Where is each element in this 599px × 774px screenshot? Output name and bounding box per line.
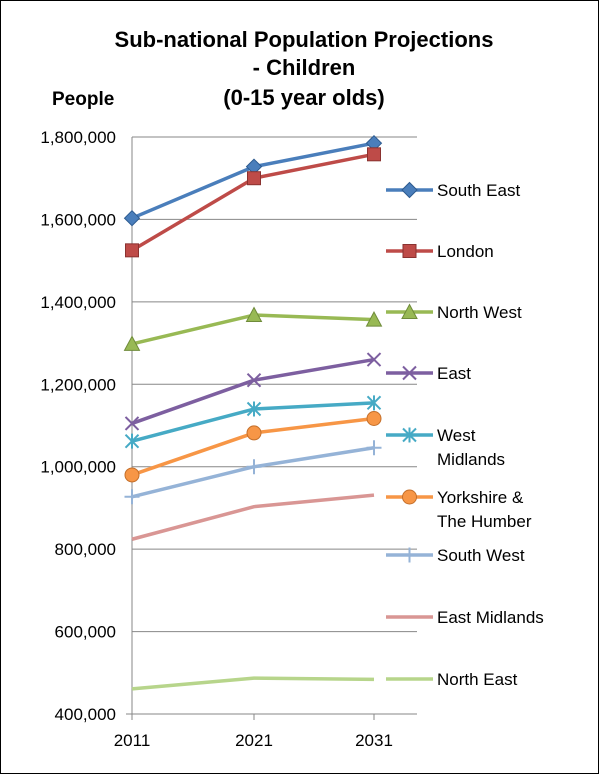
- series-line-north-east: [131, 676, 375, 691]
- y-tick-label: 800,000: [55, 540, 116, 559]
- legend-label-east-midlands: East Midlands: [437, 608, 544, 627]
- y-axis-title: People: [52, 89, 114, 110]
- y-tick-label: 1,800,000: [40, 128, 116, 147]
- legend-label-yorkshire-the-humber: Yorkshire &: [437, 488, 524, 507]
- data-point-west-midlands: [124, 433, 140, 449]
- data-point-yorkshire-the-humber: [246, 425, 262, 441]
- legend-label-north-west: North West: [437, 303, 522, 322]
- legend-marker-london: [402, 244, 417, 258]
- chart-title-line-1: Sub-national Population Projections: [115, 27, 494, 52]
- x-tick-label: 2031: [355, 731, 393, 750]
- legend-marker-south-east: [401, 181, 418, 199]
- data-point-south-west: [124, 489, 140, 505]
- x-tick-label: 2021: [235, 731, 273, 750]
- series-line-east-midlands: [131, 493, 375, 541]
- legend-label-south-east: South East: [437, 181, 520, 200]
- legend-marker-east: [402, 365, 417, 381]
- y-tick-label: 1,600,000: [40, 210, 116, 229]
- data-point-london: [125, 243, 139, 258]
- y-tick-label: 600,000: [55, 623, 116, 642]
- legend-marker-south-west: [402, 547, 417, 563]
- data-point-south-west: [246, 459, 262, 475]
- legend-label-west-midlands: Midlands: [437, 450, 505, 469]
- chart-title-line-2: - Children: [253, 55, 356, 80]
- plot-area: 400,000 600,000 800,000 1,000,000 1,200,000 1…: [40, 128, 543, 750]
- legend-marker-north-west: [401, 303, 418, 319]
- data-point-yorkshire-the-humber: [124, 467, 140, 483]
- y-tick-label: 1,000,000: [40, 458, 116, 477]
- data-point-yorkshire-the-humber: [366, 410, 382, 426]
- legend-marker-west-midlands: [402, 427, 417, 443]
- data-point-north-west: [245, 306, 263, 323]
- y-tick-label: 400,000: [55, 705, 116, 724]
- data-point-london: [247, 171, 261, 186]
- legend-label-west-midlands: West: [437, 426, 476, 445]
- legend-label-london: London: [437, 242, 494, 261]
- data-point-north-west: [123, 335, 141, 351]
- x-tick-label: 2011: [114, 731, 151, 750]
- data-point-west-midlands: [246, 401, 262, 417]
- data-point-east: [124, 416, 140, 431]
- data-point-east: [366, 352, 382, 367]
- data-point-west-midlands: [366, 395, 382, 411]
- y-tick-label: 1,200,000: [40, 375, 116, 394]
- legend-label-yorkshire-the-humber: The Humber: [437, 512, 532, 531]
- legend-label-south-west: South West: [437, 546, 525, 565]
- data-point-south-west: [366, 440, 382, 456]
- legend-label-north-east: North East: [437, 670, 518, 689]
- chart-title-line-3: (0-15 year olds): [223, 85, 384, 110]
- data-point-south-east: [123, 209, 141, 227]
- legend-marker-yorkshire-the-humber: [402, 489, 417, 505]
- legend-label-east: East: [437, 364, 471, 383]
- data-point-north-west: [365, 311, 383, 327]
- data-point-london: [367, 147, 381, 162]
- data-point-east: [246, 372, 262, 388]
- y-tick-label: 1,400,000: [40, 293, 116, 312]
